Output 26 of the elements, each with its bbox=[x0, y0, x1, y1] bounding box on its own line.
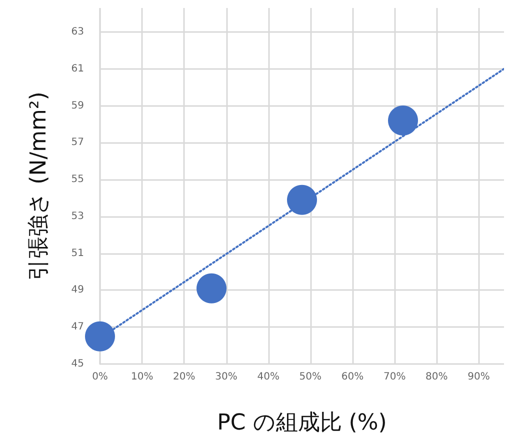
y-axis-title: 引張強さ (N/mm²) bbox=[26, 92, 52, 280]
point bbox=[287, 184, 317, 215]
x-tick-label: 80% bbox=[426, 372, 448, 382]
y-tick-label: 59 bbox=[71, 100, 84, 112]
x-tick-label: 20% bbox=[173, 372, 196, 382]
y-tick-label: 57 bbox=[71, 137, 84, 148]
x-tick-label: 0% bbox=[92, 372, 108, 382]
y-tick-label: 51 bbox=[71, 248, 84, 259]
x-tick-label: 30% bbox=[215, 372, 238, 382]
y-tick-label: 61 bbox=[71, 63, 84, 74]
y-tick-label: 53 bbox=[71, 210, 84, 222]
x-tick-label: 50% bbox=[299, 372, 322, 382]
x-tick-label: 60% bbox=[341, 372, 364, 382]
point bbox=[85, 321, 115, 352]
y-tick-label: 63 bbox=[71, 26, 84, 38]
y-tick-label: 45 bbox=[71, 358, 84, 370]
x-tick-label: 10% bbox=[130, 372, 154, 382]
x-tick-label: 90% bbox=[468, 372, 490, 382]
x-tick-label: 40% bbox=[257, 372, 280, 382]
x-axis-title: PC の組成比 (%) bbox=[217, 410, 387, 436]
y-tick-label: 47 bbox=[71, 322, 84, 333]
point bbox=[196, 273, 227, 304]
x-tick-label: 70% bbox=[383, 372, 406, 382]
point bbox=[388, 106, 418, 136]
y-tick-label: 55 bbox=[71, 174, 84, 186]
y-tick-label: 49 bbox=[71, 284, 84, 296]
